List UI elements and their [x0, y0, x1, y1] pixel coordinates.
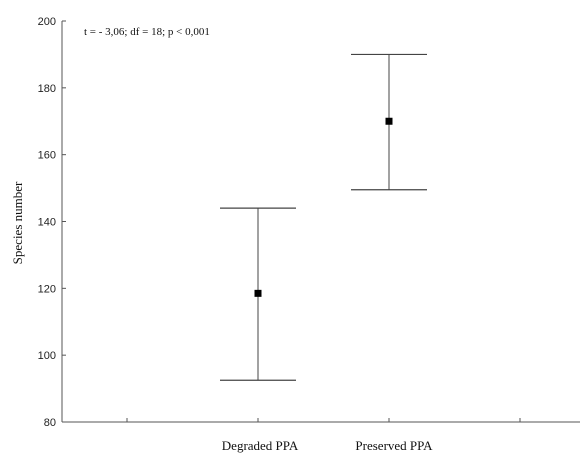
mean-point	[385, 117, 393, 125]
y-tick-label: 120	[38, 283, 56, 295]
axes	[61, 21, 580, 423]
x-category-label: Preserved PPA	[355, 438, 433, 453]
y-ticks: 80 100 120 140 160 180 200	[38, 16, 66, 429]
y-tick-label: 200	[38, 16, 56, 28]
x-ticks: Degraded PPA Preserved PPA	[126, 418, 521, 453]
y-tick-label: 100	[38, 350, 56, 362]
marks	[220, 53, 427, 381]
y-tick-label: 80	[44, 417, 56, 429]
mean-point	[254, 289, 262, 297]
y-tick-label: 180	[38, 83, 56, 95]
y-axis-title: Species number	[10, 181, 25, 264]
x-category-label: Degraded PPA	[222, 438, 299, 453]
y-tick-label: 160	[38, 150, 56, 162]
y-tick-label: 140	[38, 217, 56, 229]
stats-annotation: t = - 3,06; df = 18; p < 0,001	[84, 26, 210, 38]
